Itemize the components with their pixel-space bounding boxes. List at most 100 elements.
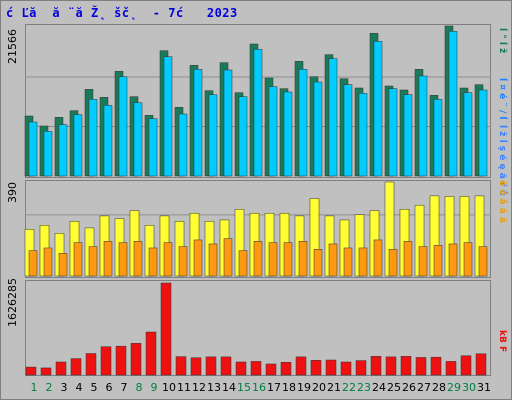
- hits-bar: [418, 246, 428, 277]
- bandwidth-bar: [130, 343, 142, 376]
- bandwidth-bar: [70, 358, 82, 376]
- bandwidth-bar: [265, 363, 277, 376]
- visits-bar-light: [208, 94, 218, 177]
- day-label: 31: [477, 381, 491, 394]
- visits-bar-light: [163, 56, 173, 177]
- bandwidth-bar: [325, 359, 337, 376]
- visits-bar-light: [328, 58, 338, 177]
- hits-bar: [133, 241, 143, 277]
- chart-title: ć Ľă ă ¨ă Ž˛ šč˛ - 7ć 2023: [6, 6, 238, 20]
- day-label: 18: [282, 381, 296, 394]
- visits-bar-light: [358, 93, 368, 177]
- hits-bar: [163, 242, 173, 277]
- visits-bar-light: [478, 89, 488, 177]
- bandwidth-bar: [235, 361, 247, 376]
- hits-bar: [28, 250, 38, 277]
- day-label: 5: [90, 381, 98, 394]
- hits-bar: [283, 242, 293, 277]
- bandwidth-bar: [430, 356, 442, 376]
- bandwidth-bar: [145, 331, 157, 376]
- visits-bar-light: [448, 31, 458, 177]
- visits-bar-light: [43, 131, 53, 177]
- day-label: 15: [237, 381, 251, 394]
- bandwidth-bar: [25, 366, 37, 376]
- visits-bar-light: [268, 86, 278, 177]
- visits-bar-light: [148, 118, 158, 177]
- hits-bar: [328, 243, 338, 277]
- visits-bar-light: [388, 88, 398, 177]
- visits-bar-light: [418, 75, 428, 177]
- hits-bar: [193, 239, 203, 277]
- day-label: 2: [45, 381, 53, 394]
- hits-bar: [118, 242, 128, 277]
- day-label: 22: [342, 381, 356, 394]
- day-label: 21: [327, 381, 341, 394]
- bandwidth-bar: [295, 356, 307, 376]
- day-label: 7: [120, 381, 128, 394]
- visits-bar-light: [433, 99, 443, 177]
- hits-bar: [208, 243, 218, 277]
- day-label: 25: [387, 381, 401, 394]
- hits-bar: [223, 238, 233, 277]
- bandwidth-bar: [475, 353, 487, 376]
- visits-bar-light: [118, 76, 128, 177]
- bandwidth-bar: [400, 356, 412, 376]
- day-label: 28: [432, 381, 446, 394]
- hits-bar: [103, 241, 113, 277]
- visits-bar-light: [28, 121, 38, 177]
- hits-bar: [238, 250, 248, 277]
- day-label: 26: [402, 381, 416, 394]
- bandwidth-bar: [40, 367, 52, 376]
- day-label: 9: [150, 381, 158, 394]
- day-label: 17: [267, 381, 281, 394]
- hits-bar: [73, 242, 83, 277]
- bandwidth-bar: [445, 361, 457, 376]
- bandwidth-bar: [415, 357, 427, 376]
- visits-bar-light: [133, 102, 143, 177]
- visits-bar-light: [103, 105, 113, 177]
- bandwidth-bar: [340, 361, 352, 376]
- bandwidth-bar: [175, 356, 187, 376]
- bandwidth-bar: [280, 362, 292, 376]
- bandwidth-bar: [190, 357, 202, 376]
- bandwidth-bar: [355, 360, 367, 376]
- day-label: 24: [372, 381, 386, 394]
- hits-bar: [388, 249, 398, 277]
- hits-bar: [268, 242, 278, 277]
- hits-bar: [253, 241, 263, 277]
- hits-bar: [88, 246, 98, 277]
- visits-bar-light: [88, 99, 98, 177]
- hits-bar: [298, 241, 308, 277]
- bandwidth-bar: [100, 346, 112, 376]
- day-label: 29: [447, 381, 461, 394]
- hits-bar: [448, 243, 458, 277]
- visits-bar-light: [403, 94, 413, 177]
- visits-bar-light: [298, 69, 308, 177]
- visits-bar-light: [283, 91, 293, 177]
- day-label: 30: [462, 381, 476, 394]
- hits-bar: [478, 246, 488, 277]
- bandwidth-bar: [115, 345, 127, 376]
- bandwidth-bar: [385, 356, 397, 376]
- bandwidth-bar: [310, 360, 322, 376]
- bandwidth-bar: [250, 361, 262, 376]
- visits-bar-light: [253, 49, 263, 177]
- day-label: 20: [312, 381, 326, 394]
- visits-bar-light: [373, 41, 383, 177]
- visits-bar-light: [193, 69, 203, 177]
- day-label: 10: [162, 381, 176, 394]
- visits-bar-light: [313, 81, 323, 177]
- day-label: 6: [105, 381, 113, 394]
- visits-bar-light: [58, 124, 68, 177]
- hits-bar: [58, 253, 68, 277]
- hits-bar: [343, 247, 353, 277]
- visits-bar-light: [178, 113, 188, 177]
- hits-bar: [43, 247, 53, 277]
- hits-bar: [433, 245, 443, 277]
- day-label: 12: [192, 381, 206, 394]
- day-label: 3: [60, 381, 68, 394]
- bandwidth-bar: [370, 356, 382, 376]
- bandwidth-bar: [205, 356, 217, 376]
- day-label: 19: [297, 381, 311, 394]
